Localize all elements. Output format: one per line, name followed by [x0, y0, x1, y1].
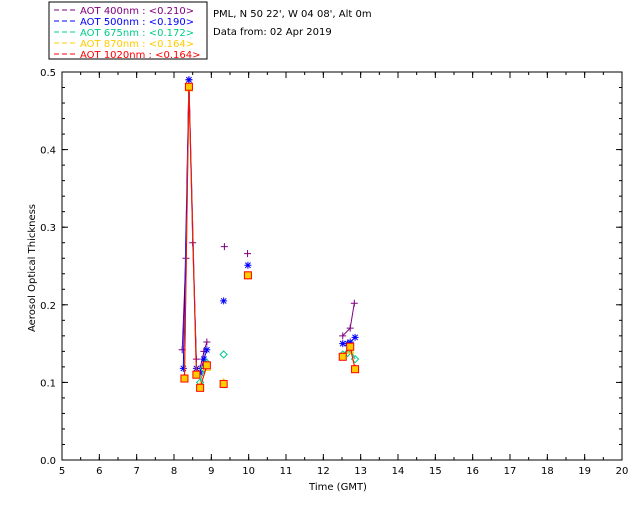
data-point — [351, 333, 359, 341]
x-tick-label: 5 — [59, 466, 65, 477]
x-tick-label: 19 — [578, 466, 591, 477]
y-tick-label: 0.1 — [40, 378, 56, 389]
x-tick-label: 9 — [208, 466, 214, 477]
data-point — [203, 346, 211, 354]
data-point — [192, 370, 201, 379]
data-point — [220, 243, 228, 251]
series-layer — [178, 76, 360, 392]
data-point — [339, 340, 347, 348]
x-tick-label: 12 — [317, 466, 330, 477]
data-point — [184, 82, 193, 91]
y-tick-label: 0.4 — [40, 146, 56, 157]
site-label: PML, N 50 22', W 04 08', Alt 0m — [213, 9, 372, 20]
y-tick-label: 0.3 — [40, 223, 56, 234]
data-point — [244, 250, 252, 258]
legend-entry: AOT 675nm : <0.172> — [80, 28, 194, 39]
data-point — [243, 271, 252, 280]
data-point — [185, 76, 193, 84]
y-axis-label: Aerosol Optical Thickness — [27, 204, 38, 332]
x-tick-label: 7 — [133, 466, 139, 477]
x-tick-label: 17 — [504, 466, 517, 477]
x-tick-label: 13 — [354, 466, 367, 477]
x-tick-label: 6 — [96, 466, 102, 477]
x-axis-label: Time (GMT) — [308, 482, 367, 493]
data-point — [346, 338, 354, 346]
data-point — [244, 261, 252, 269]
data-point — [350, 299, 358, 307]
y-tick-label: 0.5 — [40, 68, 56, 79]
legend-entry: AOT 1020nm : <0.164> — [80, 50, 200, 61]
y-tick-label: 0.2 — [40, 301, 56, 312]
legend-entry: AOT 870nm : <0.164> — [80, 39, 194, 50]
x-tick-label: 18 — [541, 466, 554, 477]
data-point — [200, 355, 208, 363]
data-point — [220, 297, 228, 305]
data-point — [219, 350, 228, 359]
x-tick-label: 10 — [242, 466, 255, 477]
series-4 — [180, 82, 360, 392]
x-tick-label: 11 — [280, 466, 293, 477]
legend-entry: AOT 400nm : <0.210> — [80, 6, 194, 17]
data-point — [346, 342, 355, 351]
data-point — [351, 365, 360, 374]
legend: AOT 400nm : <0.210>AOT 500nm : <0.190>AO… — [48, 1, 208, 61]
x-tick-label: 8 — [171, 466, 177, 477]
data-point — [179, 364, 187, 372]
date-label: Data from: 02 Apr 2019 — [213, 27, 332, 38]
data-point — [196, 383, 205, 392]
x-tick-label: 16 — [466, 466, 479, 477]
x-tick-label: 15 — [429, 466, 442, 477]
x-tick-label: 20 — [616, 466, 629, 477]
y-tick-label: 0.0 — [40, 456, 56, 467]
data-point — [202, 361, 211, 370]
data-point — [346, 324, 354, 332]
data-point — [203, 338, 211, 346]
x-tick-label: 14 — [392, 466, 405, 477]
legend-entry: AOT 500nm : <0.190> — [80, 17, 194, 28]
data-point — [180, 374, 189, 383]
data-point — [338, 352, 347, 361]
axis-ticks: 5 6 7 8 9 10 11 12 13 14 15 16 17 18 19 20 0.0 0.1 0.2 0.3 0… — [40, 68, 628, 477]
data-point — [219, 379, 228, 388]
data-point — [339, 332, 347, 340]
